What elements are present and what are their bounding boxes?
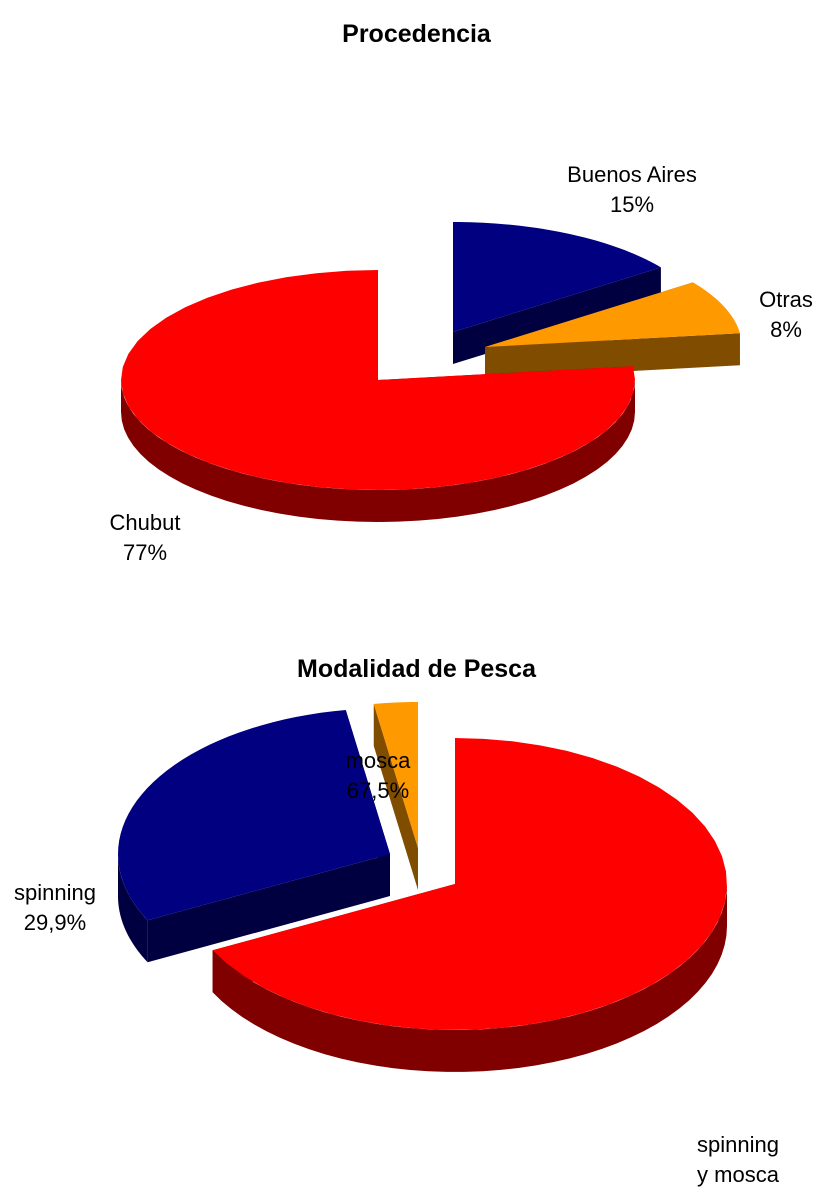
slice-wall xyxy=(373,703,418,890)
category-label: Otras xyxy=(759,287,813,312)
value-label: 67,5% xyxy=(346,778,410,803)
category-label: Buenos Aires xyxy=(567,162,697,187)
category-label: spinning y mosca xyxy=(697,1132,779,1187)
slice xyxy=(118,709,390,921)
slice-wall xyxy=(147,854,390,963)
value-label: 8% xyxy=(770,317,802,342)
category-label: spinning xyxy=(14,880,96,905)
slice xyxy=(212,738,727,1030)
slice xyxy=(453,222,661,332)
slice-side xyxy=(212,884,727,1072)
category-label: mosca xyxy=(345,748,411,773)
slice-wall xyxy=(453,267,661,364)
slice-side xyxy=(118,854,148,963)
slice-wall xyxy=(485,333,740,379)
slice-label: spinning 29,9% xyxy=(14,878,96,938)
value-label: 77% xyxy=(122,540,168,565)
value-label: 2,6% xyxy=(691,1190,786,1196)
slice-side xyxy=(121,380,635,522)
value-label: 15% xyxy=(609,192,655,217)
slice-label: spinning y mosca 2,6% xyxy=(691,1130,786,1196)
slice-label: Buenos Aires 15% xyxy=(567,160,697,220)
slice xyxy=(121,270,635,490)
chart-title: Procedencia xyxy=(342,20,491,48)
slice xyxy=(485,282,740,347)
slice-label: Chubut 77% xyxy=(110,508,181,568)
chart-title: Modalidad de Pesca xyxy=(297,655,536,683)
slice xyxy=(373,702,418,848)
slice-label: mosca 67,5% xyxy=(346,746,411,806)
value-label: 29,9% xyxy=(23,910,87,935)
category-label: Chubut xyxy=(109,510,181,535)
slice-label: Otras 8% xyxy=(759,285,813,345)
